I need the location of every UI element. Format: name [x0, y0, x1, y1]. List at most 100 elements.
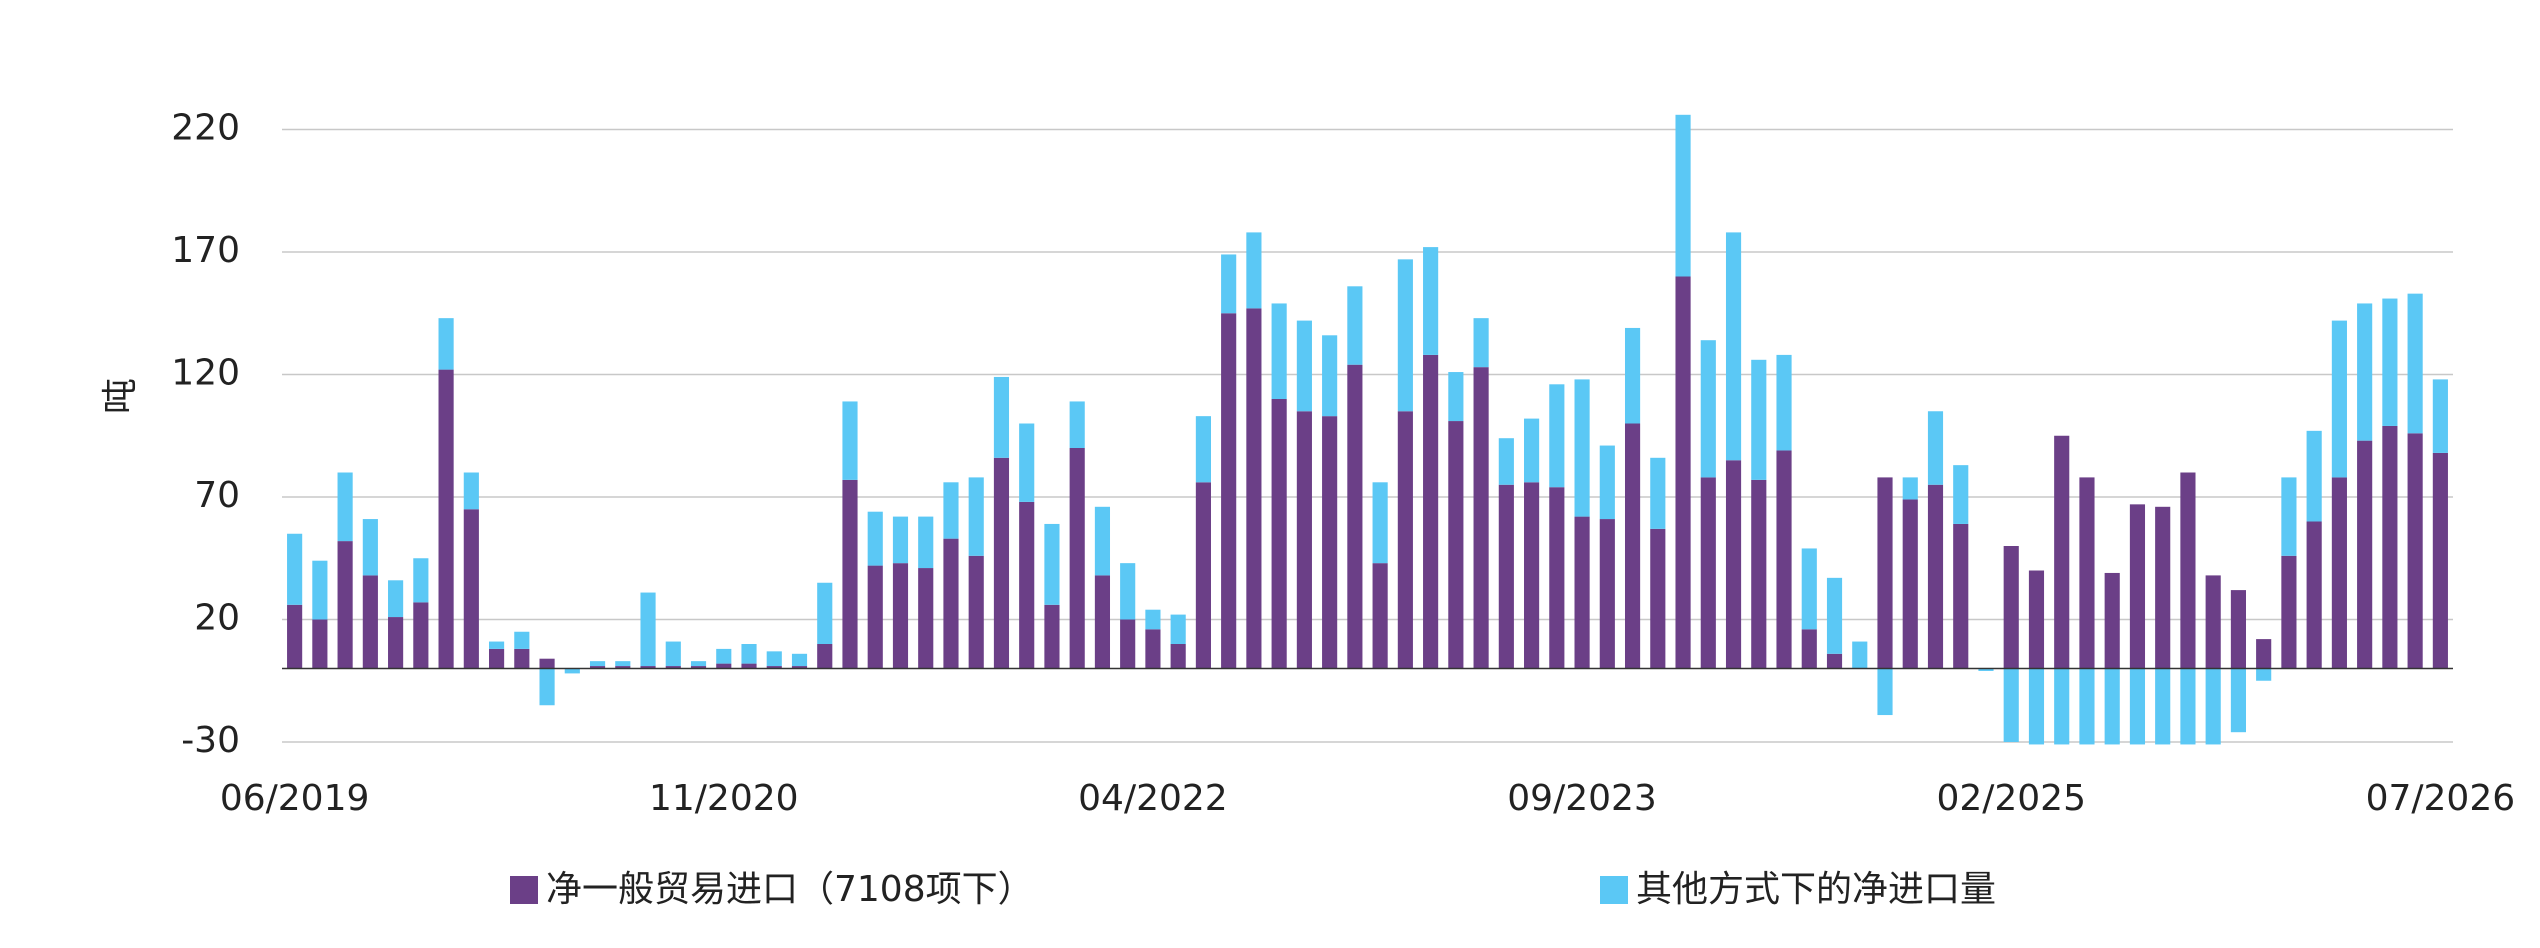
bar	[1826, 577, 1843, 654]
bar	[438, 318, 454, 370]
bar	[1322, 416, 1338, 669]
bar	[2079, 477, 2095, 669]
bar	[968, 555, 984, 669]
bar	[1423, 354, 1439, 669]
bar	[1246, 232, 1262, 309]
bar	[539, 668, 555, 706]
bar	[337, 472, 353, 542]
x-tick-label: 06/2019	[220, 778, 370, 819]
bar	[1498, 484, 1514, 669]
bar	[1195, 416, 1211, 483]
bar	[514, 631, 530, 649]
bar	[388, 580, 404, 618]
bar	[1170, 614, 1186, 644]
y-axis-label: 吨	[100, 378, 141, 414]
bar	[312, 560, 328, 620]
bar	[2357, 303, 2373, 441]
bar	[1751, 359, 1767, 480]
bar	[867, 565, 883, 669]
bar	[2205, 668, 2221, 745]
bar	[287, 604, 303, 669]
bar	[2432, 379, 2448, 453]
bar	[1498, 438, 1514, 485]
bar	[1751, 479, 1767, 669]
y-tick-label: -30	[181, 720, 240, 761]
bar	[741, 644, 757, 664]
bar	[2028, 570, 2045, 669]
bar	[1826, 653, 1843, 669]
bar	[1397, 259, 1413, 412]
bar	[892, 516, 909, 564]
bar	[1120, 619, 1136, 669]
bar	[993, 457, 1010, 669]
bar	[2281, 477, 2297, 556]
bar	[1574, 379, 1590, 517]
bar	[362, 575, 378, 669]
bar	[1599, 519, 1615, 669]
bar	[1195, 482, 1211, 669]
bar	[2306, 521, 2322, 669]
bar	[1549, 384, 1565, 488]
bar	[1448, 372, 1464, 422]
bar	[2382, 298, 2398, 426]
bar	[1877, 668, 1893, 716]
bar	[489, 641, 505, 649]
bar	[665, 666, 681, 669]
bar	[2104, 572, 2120, 669]
bar	[2205, 575, 2221, 669]
bar	[1927, 484, 1944, 669]
bar	[2129, 504, 2146, 669]
bar	[1700, 477, 1716, 669]
bar	[867, 511, 883, 566]
bar	[1246, 308, 1262, 669]
bar	[337, 541, 353, 669]
bar	[1650, 528, 1666, 669]
bar	[438, 369, 454, 669]
bar	[842, 401, 858, 480]
bar	[1347, 286, 1363, 365]
bar	[1221, 313, 1237, 669]
bar	[2155, 668, 2171, 745]
bar	[1145, 609, 1161, 630]
bar	[463, 472, 479, 510]
bar	[514, 648, 530, 669]
bar	[1372, 482, 1388, 564]
bar	[1044, 604, 1060, 669]
y-tick-label: 220	[171, 108, 240, 149]
bar	[766, 651, 782, 667]
bar	[1624, 423, 1641, 669]
bar	[1776, 450, 1792, 669]
bar	[2003, 546, 2019, 669]
bar	[817, 644, 833, 669]
bar	[2306, 430, 2322, 522]
bar	[1347, 364, 1363, 669]
x-tick-label: 11/2020	[649, 778, 799, 819]
bar	[1574, 516, 1590, 669]
bar	[1776, 354, 1792, 451]
bar	[968, 477, 984, 556]
bar	[1700, 340, 1716, 478]
bar	[892, 563, 909, 669]
bar	[1953, 523, 1969, 669]
bar	[388, 617, 404, 669]
bar	[1675, 114, 1691, 277]
bar	[1978, 668, 1994, 671]
x-tick-label: 02/2025	[1936, 778, 2086, 819]
bar	[2003, 668, 2019, 742]
bar	[918, 568, 934, 669]
bar	[2180, 472, 2196, 669]
y-tick-label: 70	[194, 475, 240, 516]
bar	[741, 663, 757, 669]
legend-label: 其他方式下的净进口量	[1636, 869, 1996, 910]
legend-label: 净一般贸易进口（7108项下）	[546, 869, 1034, 910]
bar	[1902, 477, 1918, 500]
bar	[2230, 668, 2246, 733]
bar	[716, 648, 732, 664]
bar	[2180, 668, 2196, 745]
bar	[2028, 668, 2045, 745]
bar	[287, 533, 303, 605]
bar	[1094, 506, 1111, 576]
bar	[2054, 668, 2070, 745]
bar	[2357, 440, 2373, 669]
bar	[2256, 668, 2272, 681]
